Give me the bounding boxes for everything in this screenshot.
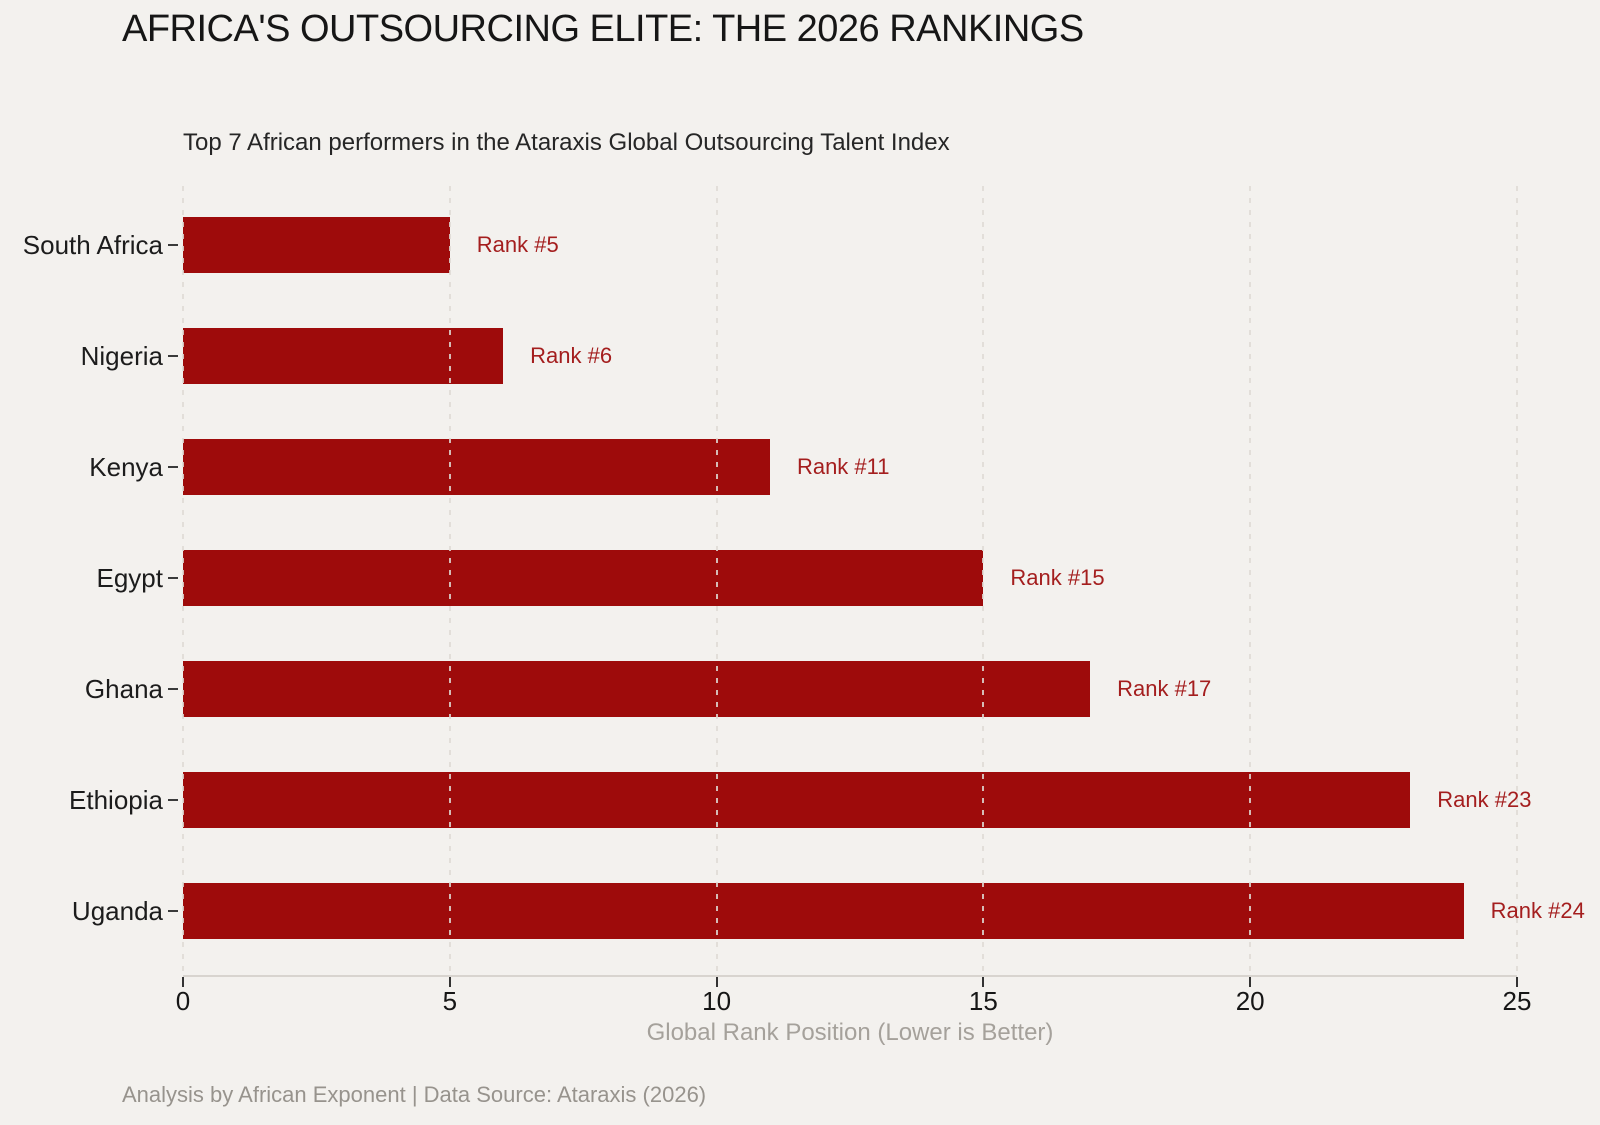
chart-title: AFRICA'S OUTSOURCING ELITE: THE 2026 RAN… bbox=[122, 8, 1084, 50]
gridline-x-15 bbox=[982, 186, 985, 975]
x-tick-label: 0 bbox=[175, 986, 191, 1016]
bar-value-label: Rank #24 bbox=[1490, 898, 1585, 923]
bar-value-label: Rank #5 bbox=[476, 232, 559, 257]
x-tick-mark bbox=[982, 977, 985, 987]
bar-value-label: Rank #23 bbox=[1437, 787, 1532, 812]
x-tick-label: 15 bbox=[968, 986, 998, 1016]
x-tick-mark bbox=[182, 977, 184, 987]
bar-south-africa bbox=[183, 217, 450, 273]
gridline-x-0 bbox=[182, 186, 184, 975]
y-tick-mark bbox=[168, 244, 178, 246]
y-tick-mark bbox=[168, 355, 178, 357]
y-category-label: Egypt bbox=[96, 563, 164, 593]
source-attribution: Analysis by African Exponent | Data Sour… bbox=[122, 1082, 707, 1107]
y-tick-mark bbox=[168, 577, 178, 579]
x-tick-label: 10 bbox=[702, 986, 732, 1016]
x-axis-title: Global Rank Position (Lower is Better) bbox=[646, 1019, 1054, 1046]
y-category-label: Ethiopia bbox=[69, 785, 163, 815]
plot-area: Rank #5 Rank #6 Rank #11 Rank #15 Rank #17 Ra… bbox=[182, 186, 1585, 977]
x-tick-mark bbox=[1516, 977, 1518, 987]
x-tick-mark bbox=[715, 977, 718, 987]
y-category-label: Ghana bbox=[84, 674, 163, 704]
y-tick-mark bbox=[168, 688, 178, 690]
gridline-x-5 bbox=[448, 186, 451, 975]
x-tick-label: 25 bbox=[1502, 986, 1532, 1016]
x-tick-label: 5 bbox=[442, 986, 458, 1016]
bar-ghana bbox=[183, 661, 1091, 717]
bar-kenya bbox=[183, 439, 770, 495]
y-category-label: Kenya bbox=[89, 452, 163, 482]
bar-nigeria bbox=[183, 328, 504, 384]
y-category-label: Nigeria bbox=[80, 341, 163, 371]
bar-value-label: Rank #17 bbox=[1117, 676, 1212, 701]
y-tick-mark bbox=[168, 910, 178, 912]
chart-subtitle: Top 7 African performers in the Ataraxis… bbox=[183, 129, 950, 156]
bar-egypt bbox=[183, 550, 984, 606]
y-category-label: South Africa bbox=[22, 230, 163, 260]
y-tick-mark bbox=[168, 799, 178, 801]
gridline-x-10 bbox=[715, 186, 718, 975]
y-category-label: Uganda bbox=[71, 896, 163, 926]
x-tick-label: 20 bbox=[1235, 986, 1265, 1016]
gridline-x-20 bbox=[1249, 186, 1252, 975]
gridline-x-25 bbox=[1516, 186, 1518, 975]
y-tick-mark bbox=[168, 466, 178, 468]
bar-ethiopia bbox=[183, 772, 1411, 828]
bar-uganda bbox=[183, 883, 1464, 939]
x-tick-mark bbox=[1249, 977, 1252, 987]
bar-value-label: Rank #11 bbox=[796, 454, 890, 479]
bar-value-label: Rank #6 bbox=[530, 343, 613, 368]
bar-value-label: Rank #15 bbox=[1010, 565, 1105, 590]
x-tick-mark bbox=[448, 977, 451, 987]
